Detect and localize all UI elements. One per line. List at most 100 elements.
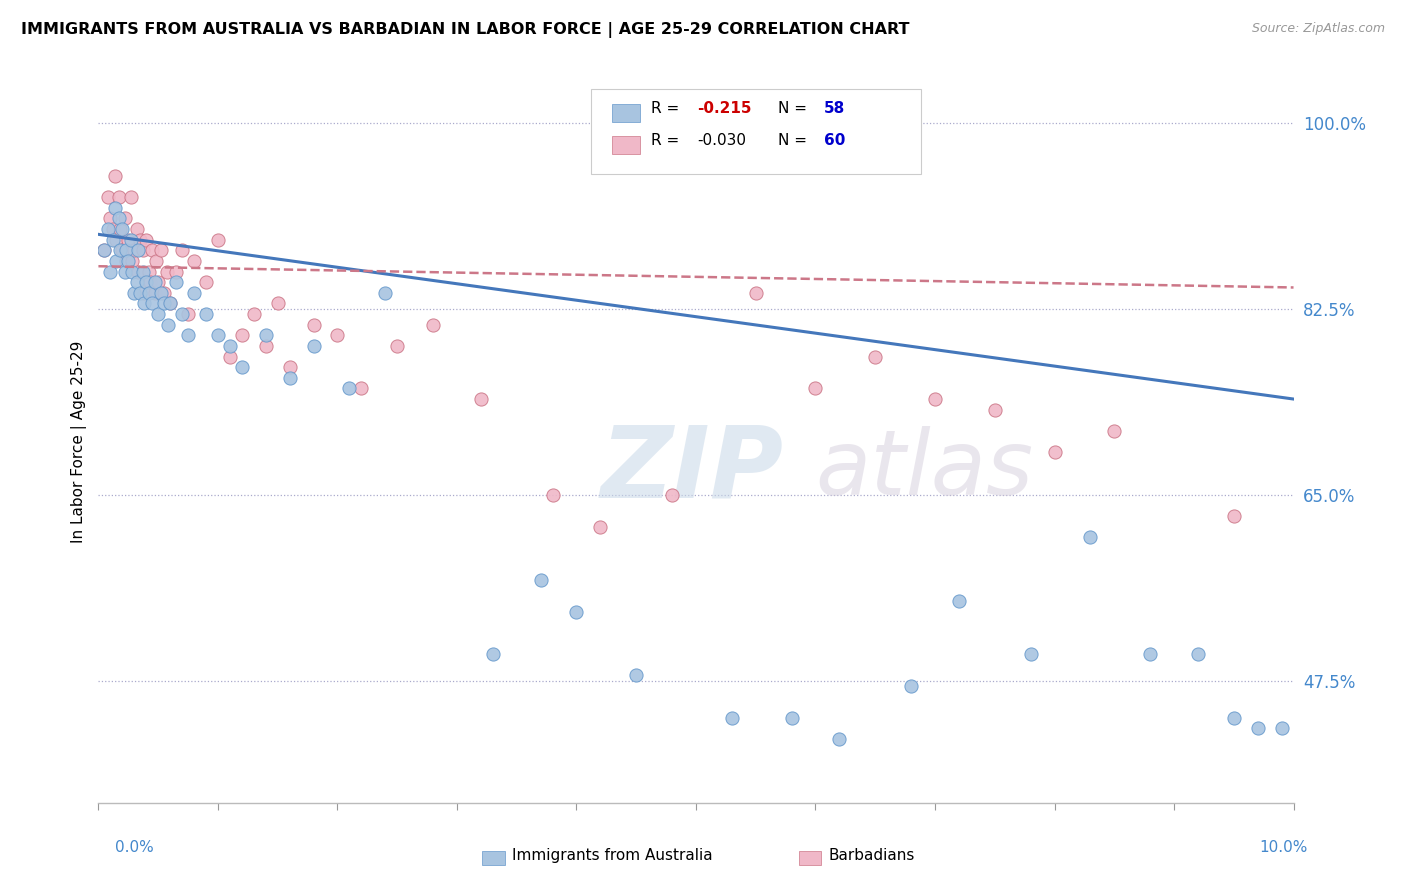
Point — [104, 169, 127, 183]
Point — [155, 264, 177, 278]
Point — [104, 201, 127, 215]
Point — [141, 296, 163, 310]
Point — [745, 285, 768, 300]
Point — [1271, 722, 1294, 736]
Point — [149, 244, 172, 258]
Point — [156, 318, 179, 332]
Point — [626, 668, 648, 682]
Text: N =: N = — [778, 102, 811, 116]
Point — [1104, 424, 1126, 438]
Point — [127, 264, 149, 278]
Point — [1019, 647, 1042, 661]
Point — [172, 307, 194, 321]
Point — [120, 233, 142, 247]
Point — [183, 253, 205, 268]
Point — [165, 264, 187, 278]
Point — [107, 211, 129, 226]
Text: 0.0%: 0.0% — [115, 840, 155, 855]
Point — [1187, 647, 1209, 661]
Point — [138, 264, 160, 278]
Point — [219, 339, 242, 353]
Point — [105, 233, 128, 247]
Point — [900, 679, 922, 693]
Point — [93, 244, 115, 258]
Point — [385, 339, 409, 353]
Point — [153, 285, 176, 300]
Point — [1080, 530, 1102, 544]
Point — [254, 328, 277, 343]
Point — [148, 307, 170, 321]
Point — [243, 307, 266, 321]
Point — [132, 296, 155, 310]
Point — [125, 275, 148, 289]
Point — [924, 392, 946, 406]
Point — [541, 488, 564, 502]
Text: 58: 58 — [824, 102, 845, 116]
Text: ZIP: ZIP — [600, 422, 783, 519]
Point — [145, 253, 167, 268]
Point — [339, 381, 361, 395]
Point — [565, 605, 588, 619]
Point — [661, 488, 683, 502]
Point — [278, 371, 301, 385]
Point — [129, 285, 152, 300]
Point — [148, 275, 170, 289]
Text: N =: N = — [778, 134, 811, 148]
Point — [326, 328, 349, 343]
Point — [1139, 647, 1161, 661]
Point — [149, 285, 172, 300]
Point — [1223, 508, 1246, 523]
Text: Barbadians: Barbadians — [828, 848, 914, 863]
Point — [422, 318, 444, 332]
Point — [114, 264, 136, 278]
Point — [115, 253, 138, 268]
Point — [125, 222, 148, 236]
Point — [231, 328, 253, 343]
Y-axis label: In Labor Force | Age 25-29: In Labor Force | Age 25-29 — [72, 341, 87, 542]
Point — [107, 190, 129, 204]
Point — [828, 732, 851, 747]
Point — [1043, 445, 1066, 459]
Text: 10.0%: 10.0% — [1260, 840, 1308, 855]
Point — [530, 573, 553, 587]
Point — [124, 285, 146, 300]
Point — [589, 519, 612, 533]
Point — [117, 253, 139, 268]
Point — [105, 253, 128, 268]
Point — [115, 244, 138, 258]
Point — [481, 647, 505, 661]
Point — [120, 190, 142, 204]
Point — [127, 244, 149, 258]
Point — [470, 392, 492, 406]
Point — [131, 244, 153, 258]
Point — [195, 275, 218, 289]
Point — [948, 594, 970, 608]
Text: -0.215: -0.215 — [697, 102, 752, 116]
Point — [132, 285, 155, 300]
Text: atlas: atlas — [815, 426, 1033, 515]
Point — [101, 233, 124, 247]
Point — [135, 275, 157, 289]
Point — [131, 264, 153, 278]
Point — [159, 296, 181, 310]
Point — [111, 244, 134, 258]
Point — [350, 381, 373, 395]
Point — [177, 328, 200, 343]
Point — [114, 211, 136, 226]
Point — [1223, 711, 1246, 725]
Point — [165, 275, 187, 289]
Point — [108, 244, 131, 258]
Text: IMMIGRANTS FROM AUSTRALIA VS BARBADIAN IN LABOR FORCE | AGE 25-29 CORRELATION CH: IMMIGRANTS FROM AUSTRALIA VS BARBADIAN I… — [21, 22, 910, 38]
Point — [207, 328, 229, 343]
Point — [143, 285, 166, 300]
Point — [141, 244, 163, 258]
Point — [207, 233, 229, 247]
Point — [129, 233, 152, 247]
Point — [121, 253, 143, 268]
Point — [139, 275, 162, 289]
Point — [111, 222, 134, 236]
Point — [1247, 722, 1270, 736]
Point — [117, 233, 139, 247]
Point — [984, 402, 1007, 417]
Point — [93, 244, 115, 258]
